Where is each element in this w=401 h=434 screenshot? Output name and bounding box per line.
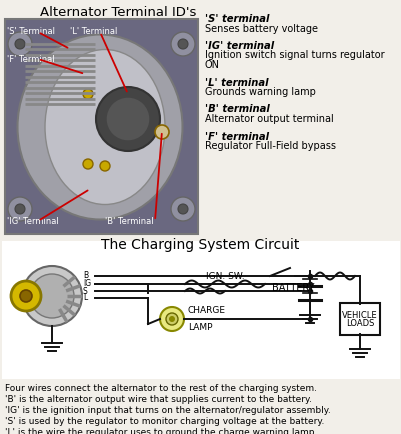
Text: VEHICLE: VEHICLE [341,310,377,319]
Text: LAMP: LAMP [188,323,212,332]
Circle shape [170,197,194,221]
Circle shape [8,32,32,56]
Ellipse shape [45,49,164,204]
Text: 'S' terminal: 'S' terminal [205,14,269,24]
Circle shape [106,97,150,141]
Text: BATTERY: BATTERY [271,283,314,293]
Circle shape [22,266,82,326]
Text: B: B [83,272,88,280]
Text: IGN. SW.: IGN. SW. [205,272,244,281]
Text: 'S' Terminal: 'S' Terminal [7,26,55,36]
Text: 'F' terminal: 'F' terminal [205,132,268,141]
Circle shape [8,197,32,221]
Circle shape [155,125,168,139]
Text: 'B' Terminal: 'B' Terminal [105,217,153,227]
Text: Senses battery voltage: Senses battery voltage [205,23,317,33]
Circle shape [11,281,41,311]
Text: S: S [83,286,87,296]
Circle shape [178,204,188,214]
Text: LOADS: LOADS [345,319,373,328]
Circle shape [83,89,93,99]
Text: L: L [83,293,87,302]
Circle shape [168,316,174,322]
Text: Ignition switch signal turns regulator: Ignition switch signal turns regulator [205,50,384,60]
Circle shape [170,32,194,56]
Text: Four wires connect the alternator to the rest of the charging system.: Four wires connect the alternator to the… [5,384,316,393]
Text: 'IG' Terminal: 'IG' Terminal [7,217,59,227]
Text: 'IG' terminal: 'IG' terminal [205,41,273,51]
Text: ON: ON [205,60,219,70]
Text: CHARGE: CHARGE [188,306,225,315]
Text: 'L' Terminal: 'L' Terminal [70,26,117,36]
Circle shape [30,274,74,318]
Circle shape [96,87,160,151]
Circle shape [15,39,25,49]
Text: IG: IG [83,279,91,289]
Text: 'S' is used by the regulator to monitor charging voltage at the battery.: 'S' is used by the regulator to monitor … [5,417,324,426]
Text: Grounds warning lamp: Grounds warning lamp [205,87,315,97]
Circle shape [15,204,25,214]
Text: 'B' is the alternator output wire that supplies current to the battery.: 'B' is the alternator output wire that s… [5,395,311,404]
FancyBboxPatch shape [2,241,399,379]
FancyBboxPatch shape [339,303,379,335]
Text: 'L' terminal: 'L' terminal [205,78,268,88]
Circle shape [178,39,188,49]
Text: 'L' is the wire the regulator uses to ground the charge warning lamp.: 'L' is the wire the regulator uses to gr… [5,428,316,434]
Ellipse shape [18,34,182,220]
Circle shape [160,307,184,331]
FancyBboxPatch shape [5,19,198,234]
Circle shape [83,159,93,169]
Text: 'F' Terminal: 'F' Terminal [7,55,55,63]
Text: Regulator Full-Field bypass: Regulator Full-Field bypass [205,141,335,151]
Text: 'B' terminal: 'B' terminal [205,105,269,115]
Circle shape [166,313,178,325]
Circle shape [100,161,110,171]
Text: Alternator Terminal ID's: Alternator Terminal ID's [40,6,196,19]
Text: 'IG' is the ignition input that turns on the alternator/regulator assembly.: 'IG' is the ignition input that turns on… [5,406,330,415]
Text: Alternator output terminal: Alternator output terminal [205,114,333,124]
Circle shape [20,290,32,302]
Text: The Charging System Circuit: The Charging System Circuit [101,238,298,252]
